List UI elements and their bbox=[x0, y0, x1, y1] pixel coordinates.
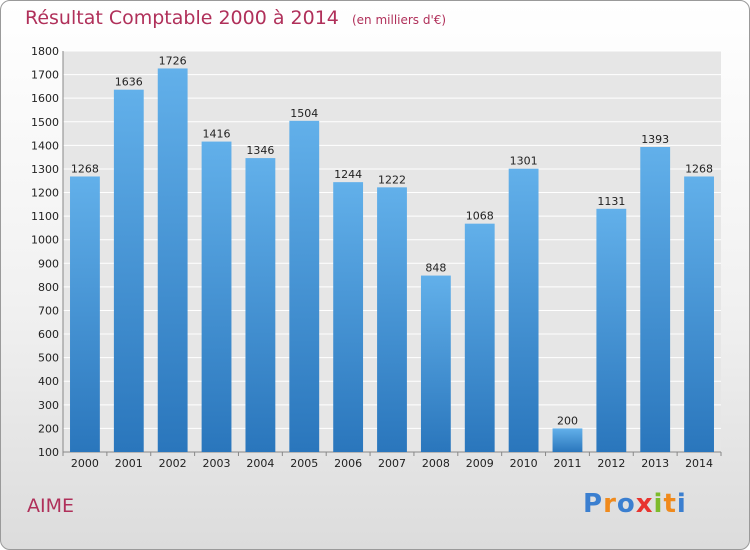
y-tick-label: 500 bbox=[38, 352, 59, 365]
x-tick-label: 2003 bbox=[203, 457, 231, 470]
data-label: 200 bbox=[557, 414, 578, 427]
x-tick-label: 2008 bbox=[422, 457, 450, 470]
x-tick-label: 2012 bbox=[597, 457, 625, 470]
bar bbox=[333, 182, 364, 453]
bar bbox=[684, 176, 714, 452]
data-label: 1346 bbox=[246, 144, 274, 157]
x-tick-labels: 2000 2001 2002 2003 2004 2005 2006 2007 2008 2009… bbox=[62, 452, 722, 470]
data-label: 1131 bbox=[597, 195, 625, 208]
chart-subtitle: (en milliers d'€) bbox=[351, 13, 447, 27]
data-label: 1268 bbox=[71, 162, 99, 175]
x-tick-label: 2007 bbox=[378, 457, 406, 470]
y-tick-label: 1800 bbox=[31, 45, 59, 58]
logo-letter: o bbox=[616, 489, 636, 519]
logo-letter: i bbox=[676, 489, 687, 519]
bars bbox=[70, 68, 714, 453]
bar-chart: 100 200 300 400 500 600 700 800 900 1000 1100 1200 1… bbox=[31, 45, 722, 470]
data-labels: 1268 1636 1726 1416 1346 1504 1244 1222 848 1068 1… bbox=[71, 54, 713, 427]
data-label: 1504 bbox=[290, 107, 318, 120]
y-tick-label: 600 bbox=[38, 328, 59, 341]
bar bbox=[245, 158, 276, 453]
y-tick-label: 800 bbox=[38, 281, 59, 294]
bar bbox=[70, 176, 100, 452]
bar bbox=[113, 89, 144, 453]
y-tick-labels: 100 200 300 400 500 600 700 800 900 1000 1100 1200 1… bbox=[31, 45, 59, 459]
data-label: 1268 bbox=[685, 162, 713, 175]
x-tick-label: 2009 bbox=[466, 457, 494, 470]
y-tick-label: 1600 bbox=[31, 92, 59, 105]
logo-letter: P bbox=[583, 489, 604, 519]
bar bbox=[420, 275, 451, 452]
y-tick-label: 700 bbox=[38, 304, 59, 317]
x-tick-label: 2001 bbox=[115, 457, 143, 470]
x-tick-label: 2004 bbox=[246, 457, 274, 470]
bar bbox=[201, 141, 232, 452]
logo-letter: r bbox=[603, 489, 617, 519]
y-tick-label: 300 bbox=[38, 399, 59, 412]
bar bbox=[552, 428, 583, 452]
y-tick-label: 1500 bbox=[31, 116, 59, 129]
y-tick-label: 1000 bbox=[31, 234, 59, 247]
bar bbox=[464, 223, 495, 452]
chart-title: Résultat Comptable 2000 à 2014 bbox=[25, 7, 339, 29]
chart-title-block: Résultat Comptable 2000 à 2014 (en milli… bbox=[25, 7, 446, 29]
data-label: 848 bbox=[425, 262, 446, 275]
y-tick-label: 200 bbox=[38, 422, 59, 435]
y-tick-label: 900 bbox=[38, 257, 59, 270]
bar bbox=[289, 120, 320, 453]
bar bbox=[157, 68, 188, 452]
bar bbox=[640, 147, 671, 452]
proxiti-logo: Proxiti bbox=[583, 489, 687, 519]
data-label: 1244 bbox=[334, 168, 362, 181]
x-tick-label: 2000 bbox=[71, 457, 99, 470]
data-label: 1726 bbox=[159, 54, 187, 67]
x-tick-label: 2006 bbox=[334, 457, 362, 470]
y-tick-label: 400 bbox=[38, 375, 59, 388]
data-label: 1222 bbox=[378, 173, 406, 186]
bar bbox=[508, 168, 539, 452]
y-tick-label: 1100 bbox=[31, 210, 59, 223]
bar bbox=[596, 208, 627, 452]
data-label: 1301 bbox=[510, 155, 538, 168]
data-label: 1393 bbox=[641, 133, 669, 146]
y-tick-label: 1300 bbox=[31, 163, 59, 176]
x-tick-label: 2013 bbox=[641, 457, 669, 470]
y-tick-label: 100 bbox=[38, 446, 59, 459]
x-tick-label: 2005 bbox=[290, 457, 318, 470]
x-tick-label: 2010 bbox=[510, 457, 538, 470]
y-tick-label: 1400 bbox=[31, 139, 59, 152]
data-label: 1636 bbox=[115, 76, 143, 89]
logo-letter: x bbox=[635, 489, 654, 519]
y-tick-label: 1200 bbox=[31, 187, 59, 200]
x-tick-label: 2011 bbox=[553, 457, 581, 470]
y-tick-label: 1700 bbox=[31, 69, 59, 82]
data-label: 1068 bbox=[466, 210, 494, 223]
x-tick-label: 2014 bbox=[685, 457, 713, 470]
logo-letter: t bbox=[663, 489, 677, 519]
commune-name: AIME bbox=[27, 495, 74, 517]
bar bbox=[377, 187, 407, 452]
data-label: 1416 bbox=[203, 128, 231, 141]
x-tick-label: 2002 bbox=[159, 457, 187, 470]
logo-letter: i bbox=[653, 489, 664, 519]
